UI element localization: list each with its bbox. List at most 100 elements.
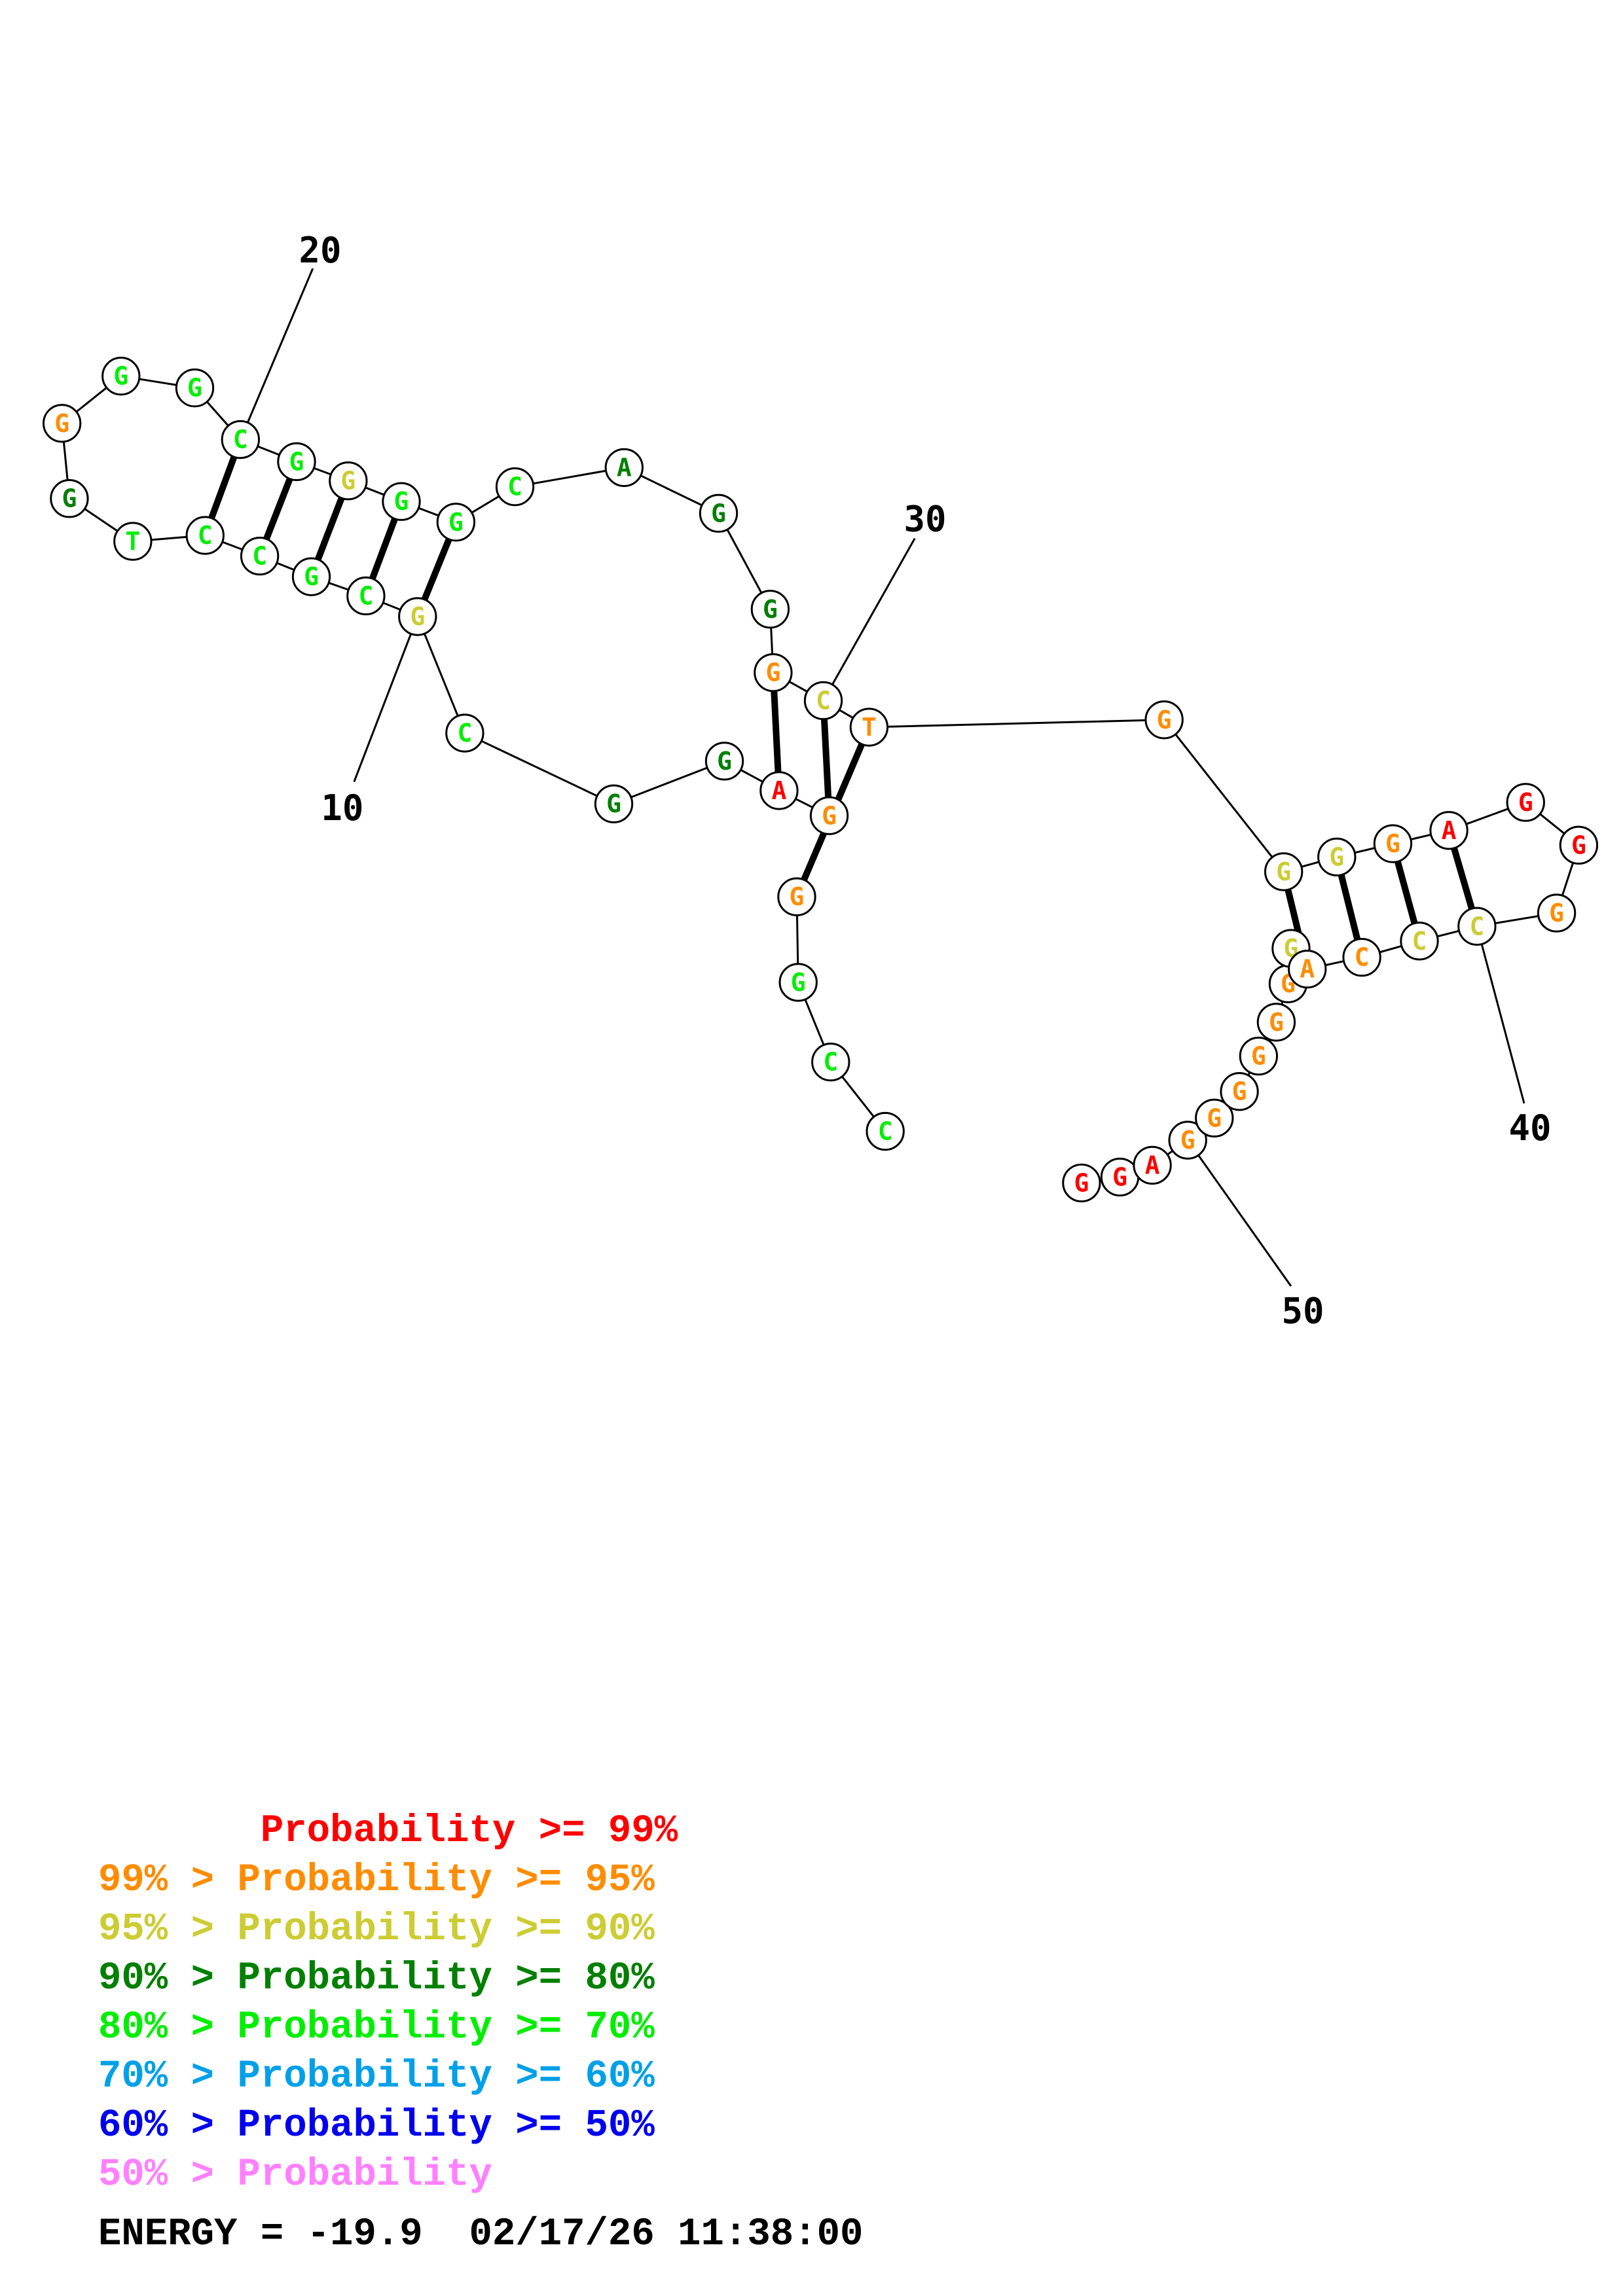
nucleotide-circle bbox=[604, 448, 644, 488]
nucleotide: G bbox=[1195, 1098, 1234, 1138]
nucleotide-circle bbox=[240, 536, 280, 576]
nucleotide-circle bbox=[1317, 837, 1357, 877]
position-label: 40 bbox=[1509, 1107, 1552, 1149]
nucleotide-circle bbox=[1264, 852, 1304, 891]
legend-row: Probability >= 99% bbox=[98, 1806, 678, 1856]
position-label: 50 bbox=[1281, 1290, 1324, 1331]
nucleotide-letter: G bbox=[711, 499, 726, 528]
nucleotide-letter: A bbox=[771, 776, 786, 805]
nucleotide-letter: G bbox=[394, 487, 409, 516]
nucleotide: G bbox=[1144, 700, 1184, 740]
nucleotide: G bbox=[1317, 837, 1357, 877]
nucleotide: A bbox=[759, 771, 799, 810]
nucleotide-circle bbox=[803, 681, 843, 721]
nucleotide: G bbox=[704, 742, 744, 781]
nucleotide-letter: G bbox=[1112, 1162, 1127, 1191]
legend-threshold: 70% > bbox=[98, 2054, 238, 2098]
backbone-link bbox=[613, 760, 725, 805]
backbone-link bbox=[416, 616, 466, 734]
nucleotide: G bbox=[1220, 1072, 1259, 1111]
position-tick bbox=[1476, 925, 1525, 1104]
nucleotide-circle bbox=[495, 467, 535, 507]
nucleotide-letter: G bbox=[1385, 829, 1400, 858]
nucleotide: G bbox=[42, 404, 82, 443]
nucleotide-letter: A bbox=[617, 453, 632, 482]
nucleotide: C bbox=[1400, 922, 1439, 961]
nucleotide: G bbox=[778, 963, 818, 1002]
nucleotide-letter: A bbox=[1145, 1151, 1160, 1179]
nucleotide-letter: G bbox=[410, 602, 425, 631]
nucleotide: A bbox=[1429, 811, 1468, 850]
legend-row: 70% > Probability >= 60% bbox=[98, 2052, 678, 2101]
nucleotide: G bbox=[50, 479, 89, 518]
nucleotide-letter: G bbox=[765, 658, 780, 687]
nucleotide-letter: C bbox=[1469, 912, 1484, 941]
legend-row: 99% > Probability >= 95% bbox=[98, 1856, 678, 1905]
nucleotide: G bbox=[809, 796, 849, 835]
nucleotide-letter: G bbox=[62, 484, 77, 513]
position-label: 10 bbox=[321, 787, 363, 829]
nucleotide-circle bbox=[1144, 700, 1184, 740]
legend-threshold: 60% > bbox=[98, 2104, 238, 2147]
nucleotide-circle bbox=[849, 708, 889, 747]
nucleotide-circle bbox=[1537, 893, 1577, 933]
nucleotide-circle bbox=[329, 461, 368, 501]
nucleotide-letter: G bbox=[1232, 1077, 1247, 1106]
nucleotide-circle bbox=[754, 653, 793, 692]
nucleotide-circle bbox=[1133, 1145, 1172, 1185]
nucleotide-letter: G bbox=[1518, 788, 1533, 817]
nucleotide: C bbox=[346, 576, 386, 616]
nucleotide-circle bbox=[1239, 1036, 1279, 1076]
nucleotide: G bbox=[1168, 1121, 1207, 1160]
nucleotide-letter: A bbox=[1442, 816, 1457, 845]
nucleotide: G bbox=[1256, 1003, 1296, 1042]
nucleotide: G bbox=[175, 368, 215, 408]
nucleotide-letter: C bbox=[878, 1117, 893, 1146]
backbone-link bbox=[1163, 719, 1285, 872]
nucleotide-circle bbox=[777, 877, 816, 916]
nucleotide-letter: G bbox=[606, 789, 621, 818]
nucleotide-letter: C bbox=[233, 425, 248, 454]
nucleotide: G bbox=[699, 493, 739, 533]
nucleotide-circle bbox=[1062, 1163, 1101, 1203]
nucleotide-circle bbox=[175, 368, 215, 408]
nucleotide-letter: G bbox=[304, 562, 319, 591]
nucleotide-letter: G bbox=[822, 801, 837, 830]
legend-label: Probability >= 80% bbox=[237, 1956, 655, 2000]
nucleotide-letter: C bbox=[823, 1048, 838, 1077]
position-tick bbox=[822, 537, 916, 702]
nucleotide-circle bbox=[382, 482, 421, 521]
backbone-link bbox=[869, 719, 1165, 728]
legend-threshold bbox=[98, 1809, 261, 1853]
nucleotide-letter: G bbox=[1276, 857, 1291, 886]
nucleotide-circle bbox=[1168, 1121, 1207, 1160]
nucleotide-circle bbox=[811, 1042, 850, 1082]
nucleotide-letter: G bbox=[1269, 1008, 1284, 1037]
nucleotide: C bbox=[811, 1042, 850, 1082]
legend-threshold: 99% > bbox=[98, 1858, 238, 1902]
nucleotide-circle bbox=[866, 1111, 905, 1151]
nucleotide: T bbox=[113, 522, 153, 561]
position-tick bbox=[353, 616, 419, 782]
nucleotide-circle bbox=[291, 557, 331, 596]
position-tick-layer bbox=[239, 268, 1525, 1287]
nucleotide: C bbox=[445, 713, 484, 753]
nucleotide: C bbox=[495, 467, 535, 507]
nucleotide-circle bbox=[221, 420, 261, 459]
position-label: 30 bbox=[904, 498, 947, 539]
nucleotide-circle bbox=[1195, 1098, 1234, 1138]
nucleotide: G bbox=[398, 597, 437, 636]
nucleotide: A bbox=[604, 448, 644, 488]
nucleotide-circle bbox=[759, 771, 799, 810]
base-pair-bond bbox=[769, 672, 782, 791]
nucleotide-letter: C bbox=[358, 581, 373, 610]
legend-label: Probability >= 90% bbox=[237, 1907, 655, 1951]
nucleotide-letter: G bbox=[763, 595, 778, 624]
legend-label: Probability >= 60% bbox=[237, 2054, 655, 2098]
nucleotide-circle bbox=[1429, 811, 1468, 850]
nucleotide: A bbox=[1288, 949, 1327, 989]
nucleotide: A bbox=[1133, 1145, 1172, 1185]
nucleotide-letter: G bbox=[1571, 831, 1586, 859]
nucleotide-circle bbox=[398, 597, 437, 636]
